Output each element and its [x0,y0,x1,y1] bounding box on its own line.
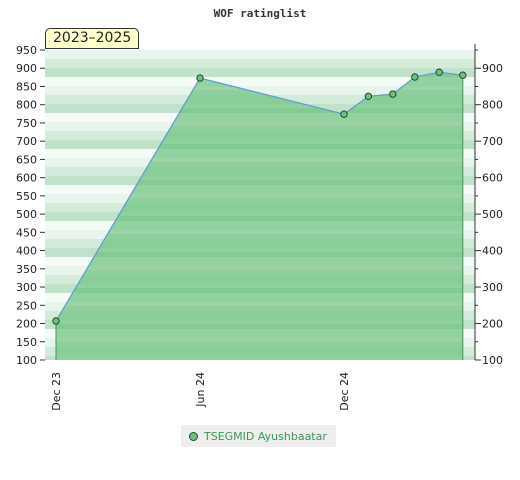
data-point[interactable] [196,74,204,82]
y-tick-label-left: 600 [16,172,37,185]
background-band [45,86,475,95]
y-tick-label-left: 450 [16,226,37,239]
area-stripe [56,338,463,342]
data-point[interactable] [411,73,419,81]
area-stripe [56,230,463,234]
data-point[interactable] [459,71,467,79]
legend[interactable]: TSEGMID Ayushbaatar [181,425,336,447]
area-layer [55,72,464,360]
y-tick-label-left: 500 [16,208,37,221]
x-tick-label: Jun 24 [194,372,207,408]
area-stripe [56,266,463,270]
y-tick-label-left: 400 [16,245,37,258]
data-point[interactable] [340,110,348,118]
data-point[interactable] [52,317,60,325]
y-tick-label-left: 700 [16,135,37,148]
y-tick-label-left: 950 [16,44,37,57]
legend-marker [189,431,198,441]
area-stripe [56,158,463,162]
background-band [45,77,475,86]
data-point[interactable] [389,90,397,98]
series-line [55,71,463,322]
y-tick-label-right: 800 [482,99,503,112]
background-band [45,50,475,59]
data-point[interactable] [435,68,443,76]
y-tick-label-right: 300 [482,281,503,294]
chart-title: WOF ratinglist [214,7,307,20]
y-tick-label-right: 100 [482,354,503,367]
tick-labels: 100 150 200 250 300 350 400 450 500 550 600 650 700 7… [16,44,503,411]
x-tick-label: Dec 23 [50,372,63,411]
area-stripe [56,140,463,144]
y-tick-label-right: 400 [482,245,503,258]
y-tick-label-right: 600 [482,172,503,185]
y-tick-label-left: 250 [16,299,37,312]
y-tick-label-left: 550 [16,190,37,203]
y-tick-label-left: 750 [16,117,37,130]
y-tick-label-left: 850 [16,80,37,93]
y-tick-label-left: 100 [16,354,37,367]
area-stripe [56,194,463,198]
legend-label: TSEGMID Ayushbaatar [204,429,327,443]
data-point[interactable] [364,92,373,101]
area-stripe [56,356,463,360]
point-layer [52,68,467,325]
y-tick-label-left: 650 [16,153,37,166]
y-tick-label-left: 150 [16,336,37,349]
y-tick-label-left: 900 [16,62,37,75]
area-stripe [56,122,463,126]
area-stripe [56,284,463,288]
y-tick-label-left: 300 [16,281,37,294]
series-area [56,72,463,360]
y-tick-label-right: 200 [482,318,503,331]
area-stripe [56,176,463,180]
background-band [45,68,475,77]
area-stripe [56,248,463,252]
period-label: 2023–2025 [45,28,140,49]
y-tick-label-left: 350 [16,263,37,276]
axes [40,44,481,361]
area-stripe [56,212,463,216]
y-tick-label-right: 900 [482,62,503,75]
area-stripe [56,320,463,324]
area-stripe [56,302,463,306]
line-layer [55,71,463,322]
y-tick-label-right: 700 [482,135,503,148]
y-tick-label-left: 200 [16,318,37,331]
background-band [45,59,475,68]
area-stripe [56,104,463,108]
x-tick-label: Dec 24 [338,372,351,411]
y-tick-label-left: 800 [16,99,37,112]
y-tick-label-right: 500 [482,208,503,221]
